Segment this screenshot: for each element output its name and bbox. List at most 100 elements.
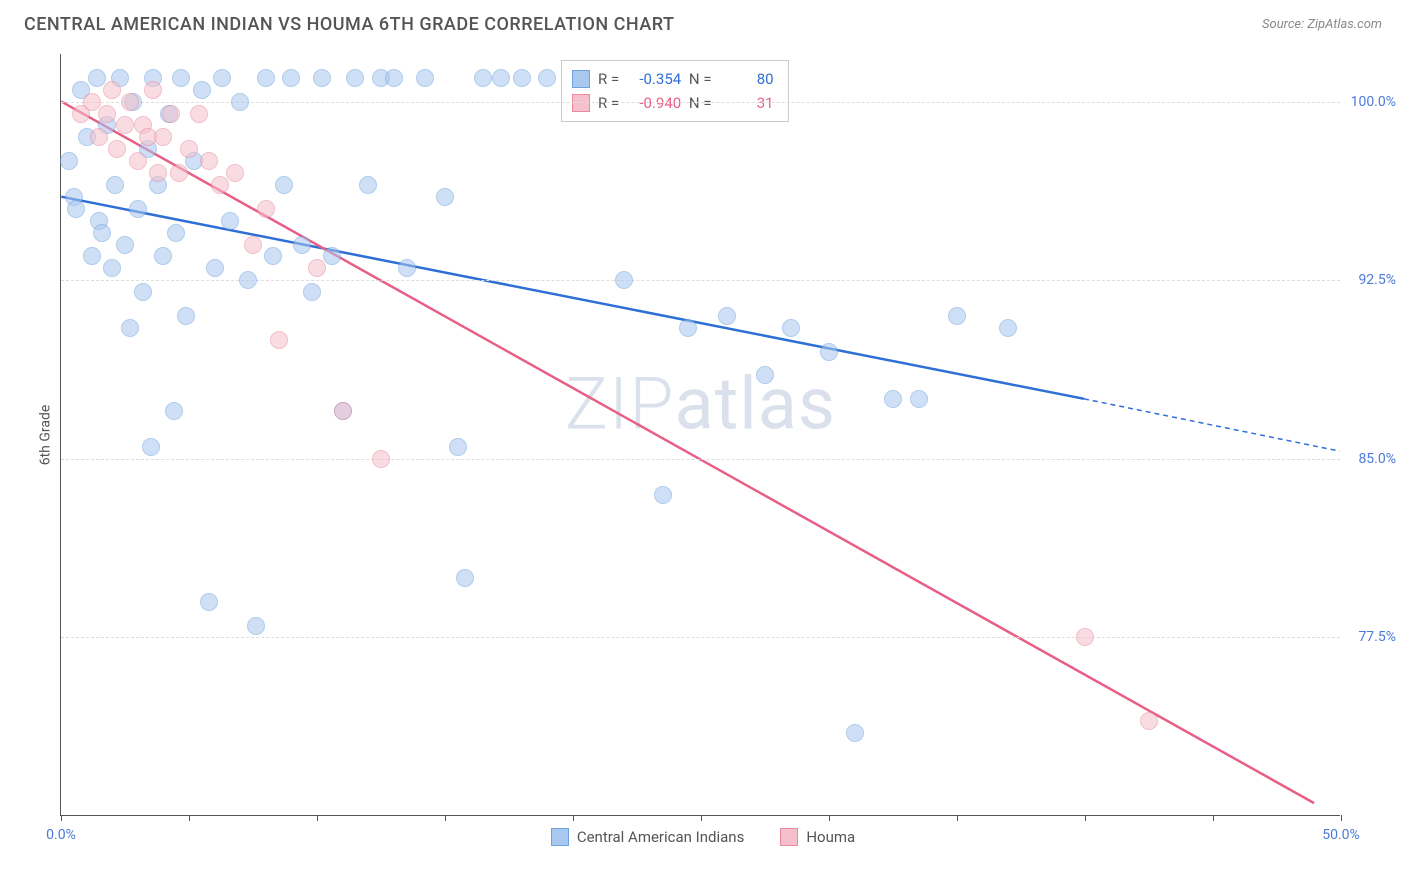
data-point xyxy=(308,259,326,277)
data-point xyxy=(385,69,403,87)
trend-lines xyxy=(61,54,1340,815)
watermark: ZIPatlas xyxy=(565,362,836,447)
data-point xyxy=(313,69,331,87)
data-point xyxy=(193,81,211,99)
data-point xyxy=(98,105,116,123)
data-point xyxy=(270,331,288,349)
legend-swatch xyxy=(780,828,798,846)
data-point xyxy=(513,69,531,87)
data-point xyxy=(154,128,172,146)
data-point xyxy=(756,366,774,384)
y-tick-label: 85.0% xyxy=(1358,451,1396,467)
data-point xyxy=(162,105,180,123)
data-point xyxy=(116,116,134,134)
x-tick xyxy=(1213,815,1214,821)
data-point xyxy=(180,140,198,158)
data-point xyxy=(200,152,218,170)
data-point xyxy=(121,319,139,337)
x-tick xyxy=(445,815,446,821)
data-point xyxy=(172,69,190,87)
data-point xyxy=(213,69,231,87)
legend-label: Houma xyxy=(806,828,855,846)
data-point xyxy=(108,140,126,158)
x-tick xyxy=(701,815,702,821)
data-point xyxy=(999,319,1017,337)
data-point xyxy=(167,224,185,242)
data-point xyxy=(820,343,838,361)
y-tick-label: 92.5% xyxy=(1358,272,1396,288)
y-tick-label: 77.5% xyxy=(1358,629,1396,645)
data-point xyxy=(474,69,492,87)
data-point xyxy=(83,93,101,111)
data-point xyxy=(615,271,633,289)
data-point xyxy=(206,259,224,277)
data-point xyxy=(436,188,454,206)
data-point xyxy=(910,390,928,408)
data-point xyxy=(106,176,124,194)
x-tick xyxy=(189,815,190,821)
data-point xyxy=(247,617,265,635)
data-point xyxy=(456,569,474,587)
legend-item: Central American Indians xyxy=(551,828,745,846)
legend-label: Central American Indians xyxy=(577,828,745,846)
data-point xyxy=(129,152,147,170)
data-point xyxy=(154,247,172,265)
data-point xyxy=(398,259,416,277)
legend-stat-row: R = -0.354 N = 80 xyxy=(572,67,774,91)
chart-title: CENTRAL AMERICAN INDIAN VS HOUMA 6TH GRA… xyxy=(24,14,674,35)
legend-item: Houma xyxy=(780,828,855,846)
source-credit: Source: ZipAtlas.com xyxy=(1262,17,1382,32)
legend-swatch xyxy=(572,94,590,112)
data-point xyxy=(93,224,111,242)
data-point xyxy=(149,164,167,182)
data-point xyxy=(346,69,364,87)
data-point xyxy=(782,319,800,337)
legend-stat-row: R = -0.940 N = 31 xyxy=(572,91,774,115)
data-point xyxy=(334,402,352,420)
data-point xyxy=(257,69,275,87)
data-point xyxy=(293,236,311,254)
data-point xyxy=(244,236,262,254)
legend-swatch xyxy=(551,828,569,846)
y-tick-label: 100.0% xyxy=(1351,94,1396,110)
data-point xyxy=(121,93,139,111)
data-point xyxy=(846,724,864,742)
x-tick xyxy=(61,815,62,821)
gridline xyxy=(61,637,1340,638)
data-point xyxy=(134,283,152,301)
gridline xyxy=(61,459,1340,460)
data-point xyxy=(323,247,341,265)
data-point xyxy=(170,164,188,182)
data-point xyxy=(129,200,147,218)
data-point xyxy=(231,93,249,111)
data-point xyxy=(449,438,467,456)
data-point xyxy=(103,81,121,99)
x-tick xyxy=(829,815,830,821)
data-point xyxy=(83,247,101,265)
data-point xyxy=(116,236,134,254)
x-tick xyxy=(317,815,318,821)
x-tick xyxy=(957,815,958,821)
data-point xyxy=(142,438,160,456)
data-point xyxy=(211,176,229,194)
data-point xyxy=(1076,628,1094,646)
data-point xyxy=(190,105,208,123)
data-point xyxy=(257,200,275,218)
data-point xyxy=(1140,712,1158,730)
data-point xyxy=(275,176,293,194)
data-point xyxy=(67,200,85,218)
data-point xyxy=(103,259,121,277)
x-tick xyxy=(573,815,574,821)
data-point xyxy=(654,486,672,504)
x-tick xyxy=(1085,815,1086,821)
data-point xyxy=(359,176,377,194)
stats-legend: R = -0.354 N = 80R = -0.940 N = 31 xyxy=(561,60,789,122)
data-point xyxy=(264,247,282,265)
chart-plot-area: 6th Grade ZIPatlas R = -0.354 N = 80R = … xyxy=(60,54,1340,816)
data-point xyxy=(948,307,966,325)
data-point xyxy=(679,319,697,337)
x-tick xyxy=(1341,815,1342,821)
data-point xyxy=(221,212,239,230)
data-point xyxy=(88,69,106,87)
data-point xyxy=(226,164,244,182)
